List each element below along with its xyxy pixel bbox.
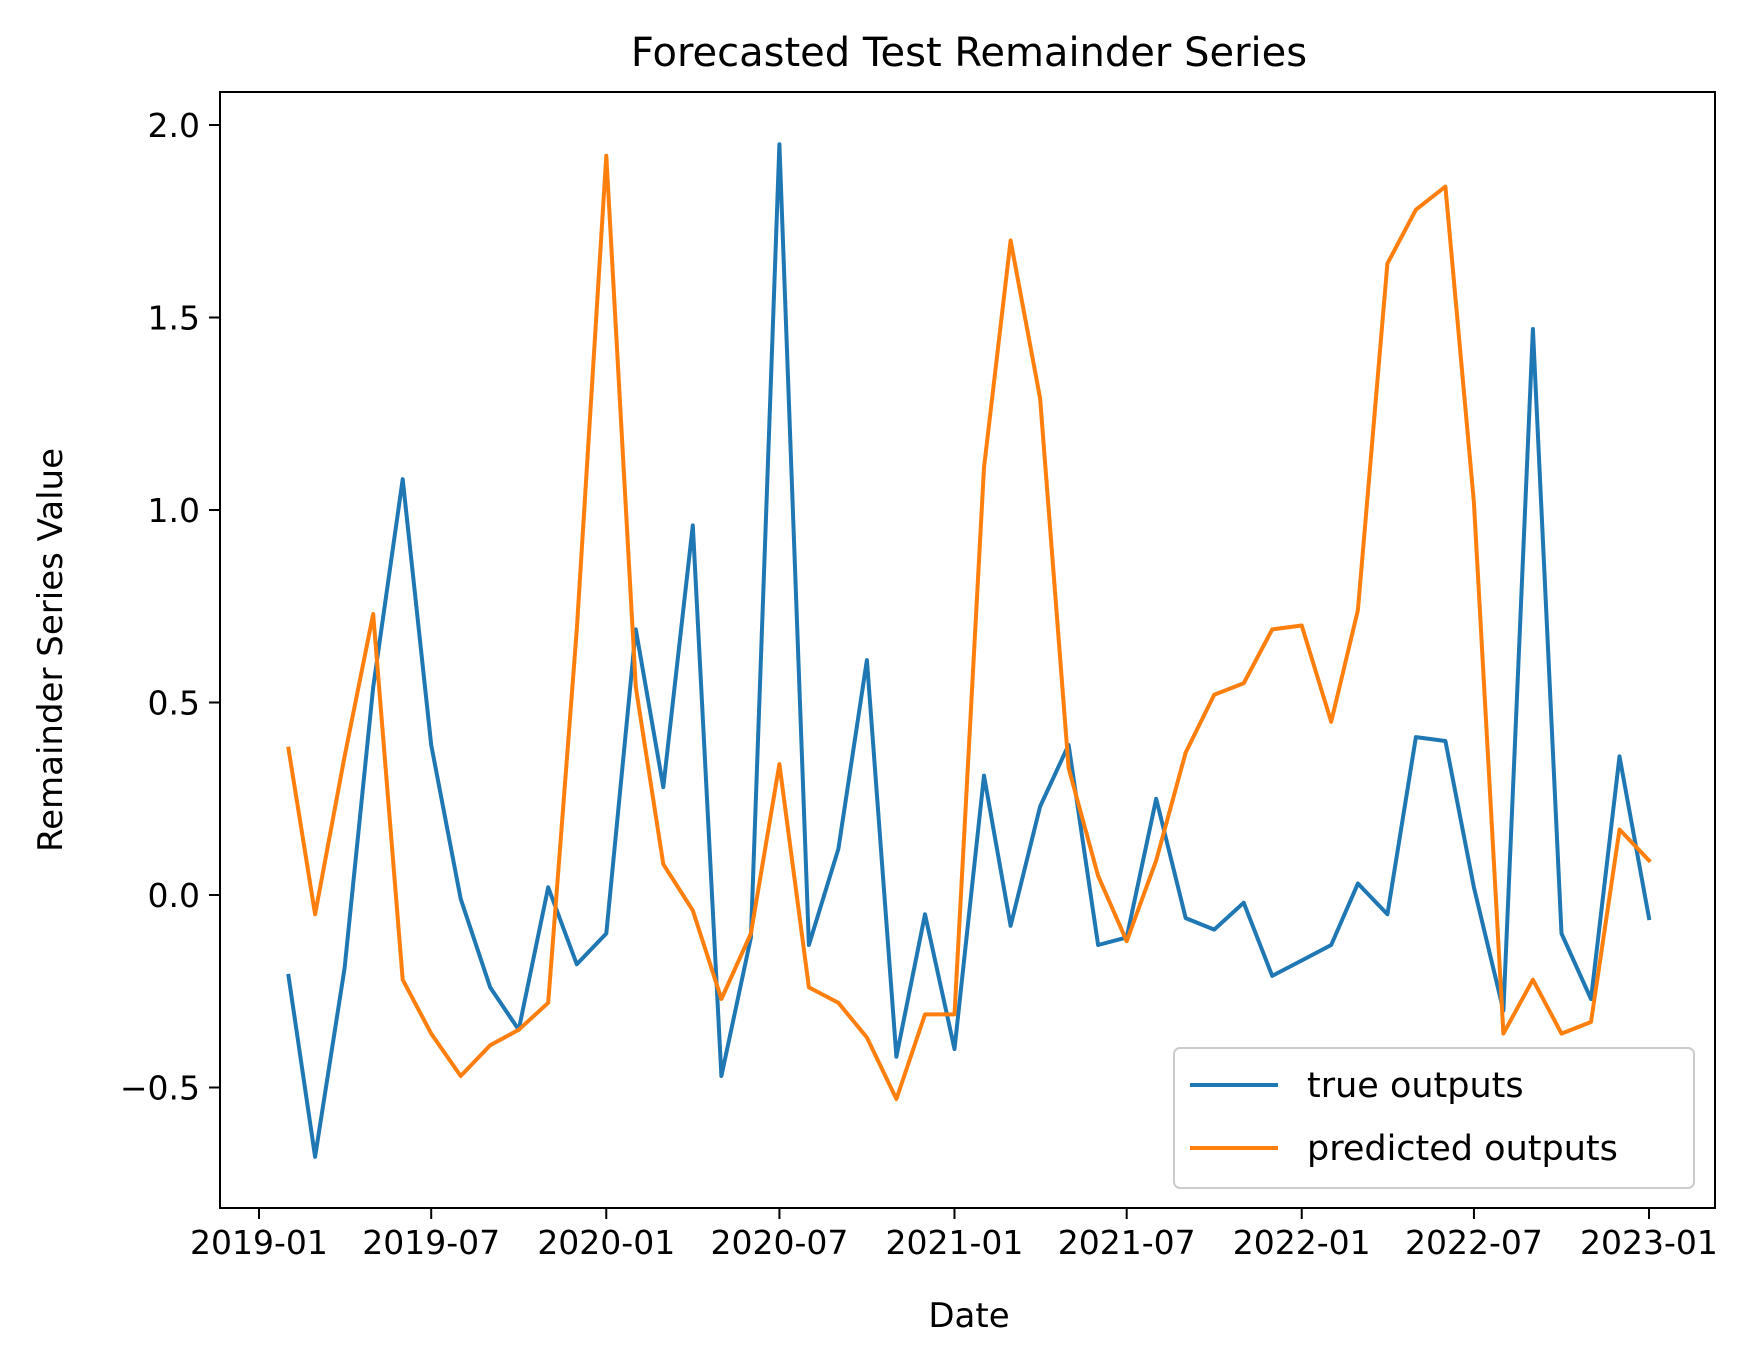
y-tick-label: 2.0 bbox=[148, 106, 200, 145]
x-axis-label: Date bbox=[928, 1296, 1009, 1336]
y-tick-label: −0.5 bbox=[120, 1069, 200, 1108]
chart-title: Forecasted Test Remainder Series bbox=[631, 30, 1307, 76]
series-layer bbox=[286, 142, 1652, 1159]
legend: true outputs predicted outputs bbox=[1173, 1047, 1695, 1189]
y-tick-label: 0.0 bbox=[148, 876, 200, 915]
y-tick-label: 0.5 bbox=[148, 684, 200, 723]
legend-label-true-outputs: true outputs bbox=[1307, 1066, 1524, 1106]
x-tick-label: 2020-07 bbox=[710, 1223, 848, 1262]
y-axis-label: Remainder Series Value bbox=[31, 448, 71, 852]
x-tick-label: 2019-07 bbox=[362, 1223, 500, 1262]
y-tick-label: 1.5 bbox=[148, 299, 200, 338]
x-tick-label: 2020-01 bbox=[537, 1223, 675, 1262]
x-tick-label: 2022-01 bbox=[1233, 1223, 1371, 1262]
series-line-predicted-outputs bbox=[286, 153, 1652, 1101]
x-tick-label: 2023-01 bbox=[1580, 1223, 1718, 1262]
x-tick-label: 2019-01 bbox=[190, 1223, 328, 1262]
x-axis: 2019-01 2019-07 2020-01 2020-07 2021-01 2021-… bbox=[190, 1208, 1718, 1262]
legend-label-predicted-outputs: predicted outputs bbox=[1307, 1129, 1618, 1169]
y-tick-label: 1.0 bbox=[148, 491, 200, 530]
y-axis: 2.0 1.5 1.0 0.5 0.0 −0.5 bbox=[120, 106, 220, 1108]
x-tick-label: 2021-01 bbox=[886, 1223, 1024, 1262]
legend-frame bbox=[1173, 1047, 1695, 1189]
series-line-true-outputs bbox=[286, 142, 1652, 1159]
x-tick-label: 2021-07 bbox=[1058, 1223, 1196, 1262]
x-tick-label: 2022-07 bbox=[1405, 1223, 1543, 1262]
plot-frame bbox=[219, 91, 1716, 1209]
